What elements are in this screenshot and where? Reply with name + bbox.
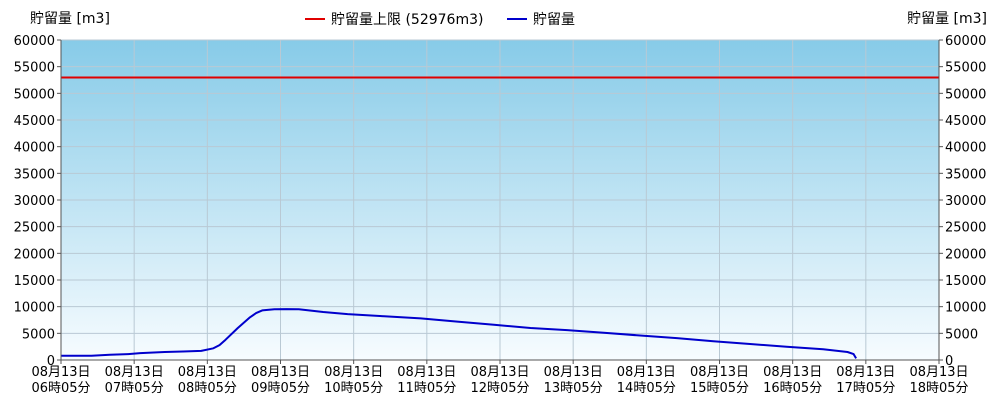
x-tick-label-time: 08時05分 [178,381,237,396]
x-tick-label-time: 06時05分 [31,381,90,396]
x-tick-label-time: 07時05分 [105,381,164,396]
y-tick-label-right: 0 [945,354,953,369]
legend-label-storage: 貯留量 [533,12,575,28]
x-tick-label-date: 08月13日 [909,365,968,380]
x-tick-label-time: 16時05分 [763,381,822,396]
series-line-storage [61,308,857,359]
y-tick-label-right: 10000 [945,301,986,316]
x-tick-label-time: 11時05分 [397,381,456,396]
x-tick-label-time: 09時05分 [251,381,310,396]
x-tick-label-time: 10時05分 [324,381,383,396]
y-axis-title-right: 貯留量 [m3] [907,11,987,27]
x-tick-label-date: 08月13日 [617,365,676,380]
x-tick-label-date: 08月13日 [324,365,383,380]
y-tick-label-right: 15000 [945,274,986,289]
y-tick-label-right: 55000 [945,61,986,76]
axis-ticks: 0 0 5000 5000 10000 10000 15000 15000 20000 20000… [14,34,987,396]
x-tick-label-time: 15時05分 [690,381,749,396]
y-tick-label-left: 40000 [14,141,55,156]
y-tick-label-left: 25000 [14,221,55,236]
grid-lines [60,39,940,361]
x-tick-label-time: 18時05分 [909,381,968,396]
y-tick-label-right: 5000 [945,327,978,342]
y-tick-label-right: 60000 [945,34,986,49]
y-tick-label-left: 55000 [14,61,55,76]
x-tick-label-date: 08月13日 [544,365,603,380]
x-tick-label-date: 08月13日 [397,365,456,380]
y-tick-label-left: 0 [47,354,55,369]
y-tick-label-left: 35000 [14,167,55,182]
y-tick-label-right: 35000 [945,167,986,182]
y-tick-label-right: 45000 [945,114,986,129]
y-tick-label-right: 20000 [945,247,986,262]
x-tick-label-date: 08月13日 [763,365,822,380]
legend-label-limit: 貯留量上限 (52976m3) [331,12,483,28]
y-tick-label-left: 10000 [14,301,55,316]
y-tick-label-left: 30000 [14,194,55,209]
y-tick-label-left: 15000 [14,274,55,289]
y-tick-label-left: 50000 [14,87,55,102]
x-tick-label-date: 08月13日 [251,365,310,380]
x-tick-label-date: 08月13日 [105,365,164,380]
x-tick-label-date: 08月13日 [31,365,90,380]
y-tick-label-left: 45000 [14,114,55,129]
y-tick-label-left: 5000 [22,327,55,342]
x-tick-label-time: 13時05分 [544,381,603,396]
y-tick-label-right: 50000 [945,87,986,102]
series-lines [61,76,939,359]
y-tick-label-right: 25000 [945,221,986,236]
x-tick-label-date: 08月13日 [836,365,895,380]
y-tick-label-right: 40000 [945,141,986,156]
x-tick-label-time: 12時05分 [470,381,529,396]
x-tick-label-time: 17時05分 [836,381,895,396]
x-tick-label-date: 08月13日 [470,365,529,380]
legend: 貯留量上限 (52976m3) 貯留量 [305,12,575,28]
x-tick-label-date: 08月13日 [178,365,237,380]
x-tick-label-date: 08月13日 [690,365,749,380]
y-tick-label-left: 20000 [14,247,55,262]
y-axis-title-left: 貯留量 [m3] [30,11,110,27]
x-tick-label-time: 14時05分 [617,381,676,396]
y-tick-label-right: 30000 [945,194,986,209]
y-tick-label-left: 60000 [14,34,55,49]
